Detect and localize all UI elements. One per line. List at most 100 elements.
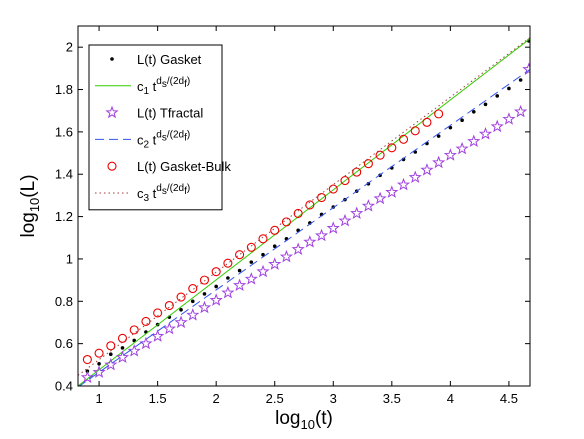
data-point (186, 308, 200, 321)
data-point (80, 370, 94, 384)
legend-label-part: t (149, 132, 157, 147)
data-point (352, 167, 362, 177)
data-point (483, 102, 488, 107)
legend-label: c2 tds/(2df) (137, 129, 190, 150)
x-tick-label: 1.5 (149, 391, 167, 406)
data-point (188, 284, 198, 294)
y-axis-label-tail: (L) (18, 174, 39, 197)
data-point (363, 159, 373, 169)
data-point (115, 350, 130, 364)
legend-label: L(t) Gasket (137, 52, 202, 67)
data-point (272, 244, 277, 249)
data-point (422, 117, 432, 127)
data-point (97, 361, 101, 366)
legend-label-part: t (149, 186, 157, 201)
y-tick-label: 2 (66, 40, 73, 55)
data-point (373, 191, 387, 205)
data-point (258, 234, 268, 244)
data-point (340, 176, 350, 186)
data-point (127, 344, 141, 357)
plot-frame (77, 25, 531, 387)
legend-marker (107, 161, 117, 171)
data-point (141, 316, 151, 326)
data-point (270, 225, 280, 235)
y-axis-label: log10(L) (18, 174, 42, 237)
legend-label-part: c (137, 79, 144, 94)
legend-label-part: c (137, 186, 144, 201)
x-axis-label-tail: (t) (315, 408, 333, 429)
data-point (350, 206, 364, 220)
legend-label-part: ) (187, 129, 190, 140)
data-point (92, 365, 106, 378)
y-tick-label: 1.8 (55, 82, 73, 97)
data-point (108, 352, 113, 357)
data-point (328, 184, 338, 194)
data-point (375, 150, 385, 160)
legend-label: L(t) Tfractal (137, 106, 203, 121)
y-tick-label: 1.2 (55, 209, 73, 224)
legend-label-part: f (184, 186, 187, 197)
legend-marker (105, 105, 119, 119)
data-point (448, 125, 453, 130)
data-point (507, 86, 511, 91)
data-point (490, 119, 504, 133)
data-point (317, 192, 327, 203)
data-point (199, 275, 210, 285)
series-layer (78, 37, 530, 386)
data-point (223, 258, 233, 268)
y-tick-label: 1.4 (55, 167, 73, 182)
legend-label: c1 tds/(2df) (137, 76, 190, 97)
x-tick-label: 2.5 (266, 391, 284, 406)
legend-label-part: /(2d (167, 183, 184, 194)
legend-label-part: s (162, 79, 167, 90)
data-point (495, 94, 500, 98)
legend-label-part: f (184, 132, 187, 143)
legend-label-part: ) (187, 76, 190, 87)
data-point (174, 315, 188, 329)
y-axis-label-base: log (18, 212, 39, 237)
data-point (436, 134, 441, 138)
x-tick-label: 4 (447, 391, 454, 406)
x-tick-label: 1 (95, 391, 102, 406)
data-point (190, 299, 195, 304)
series-1 (78, 38, 530, 386)
data-point (261, 252, 265, 257)
data-point (202, 292, 207, 296)
data-point (209, 293, 223, 306)
data-point (338, 213, 352, 227)
data-point (106, 341, 116, 351)
data-point (129, 325, 139, 335)
legend-label-part: d (156, 183, 162, 194)
x-tick-label: 3 (330, 391, 337, 406)
data-point (420, 163, 434, 176)
legend-label: L(t) Gasket-Bulk (137, 159, 231, 174)
legend-label-part: s (162, 186, 167, 197)
data-point (467, 134, 481, 148)
series-line (78, 38, 530, 386)
legend-label-part: f (184, 79, 187, 90)
data-point (303, 235, 317, 248)
data-point (502, 112, 516, 125)
series-3 (78, 69, 530, 386)
data-point (249, 260, 254, 264)
data-point (179, 307, 183, 312)
data-point (471, 109, 476, 114)
data-point (410, 126, 420, 136)
data-point (246, 242, 256, 252)
data-point (398, 134, 409, 144)
data-point (176, 292, 186, 302)
legend-label-part: d (156, 129, 162, 140)
y-tick-label: 1.6 (55, 124, 73, 139)
data-point (94, 348, 104, 358)
data-point (326, 221, 340, 234)
series-4 (82, 109, 444, 365)
data-point (104, 357, 118, 371)
data-point (233, 278, 247, 292)
series-line (78, 69, 530, 386)
legend-label-part: /(2d (167, 76, 184, 87)
data-point (281, 217, 291, 227)
legend-box (88, 44, 223, 211)
data-point (235, 250, 245, 260)
data-point (120, 346, 125, 350)
